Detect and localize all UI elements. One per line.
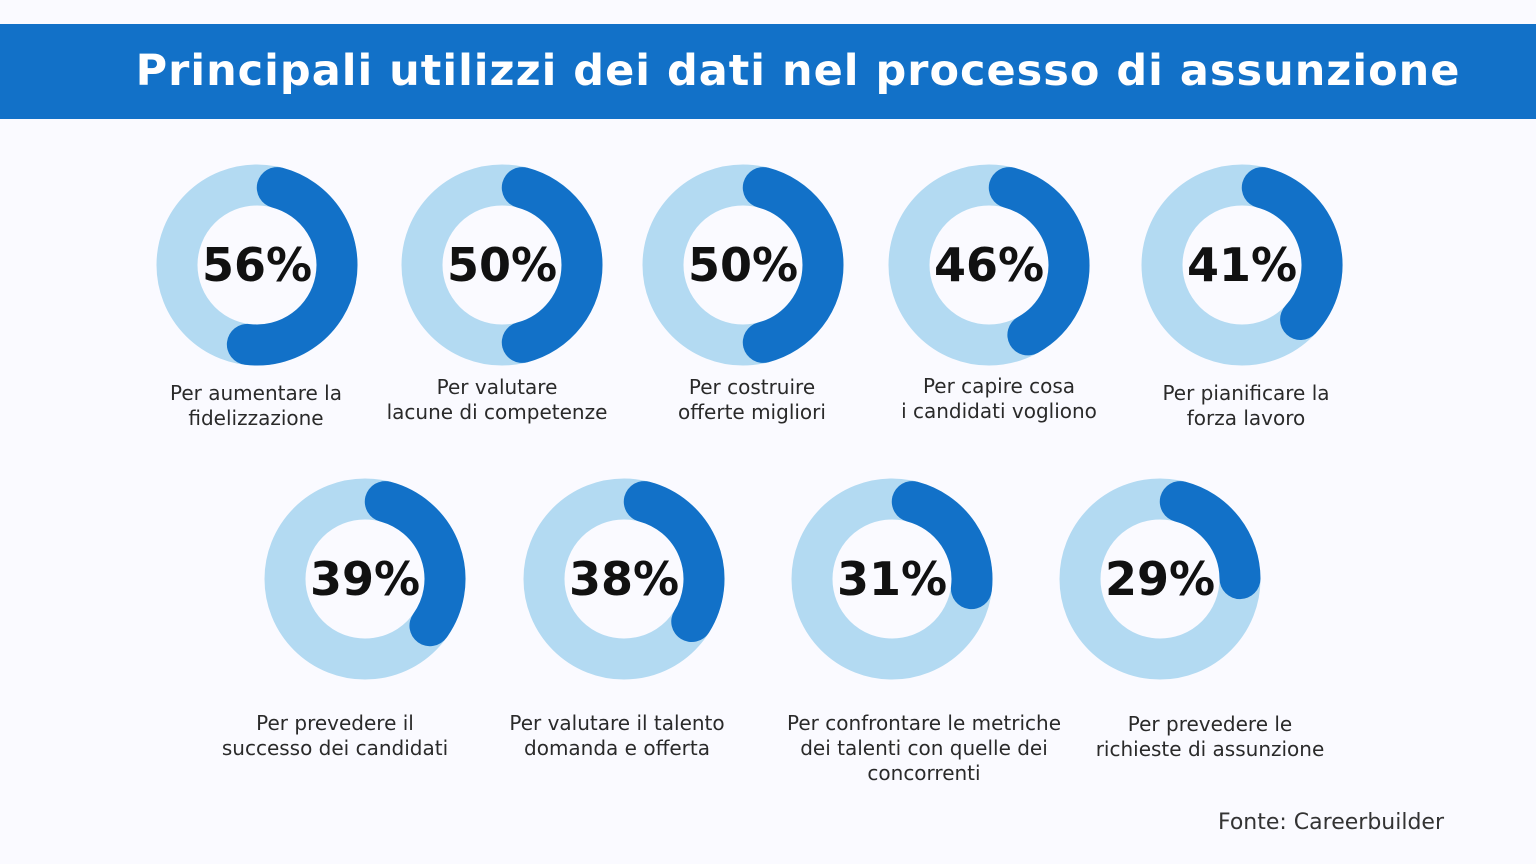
donut-value-arc: [891, 481, 993, 610]
donut: 50%: [401, 164, 603, 366]
donut: 38%: [523, 478, 725, 680]
category-label: Per valutare il talento domanda e offert…: [509, 711, 725, 760]
value-label: 29%: [1105, 552, 1215, 606]
category-label: Per costruire offerte migliori: [678, 375, 826, 424]
donut: 31%: [791, 478, 993, 680]
value-label: 39%: [310, 552, 420, 606]
category-label: Per confrontare le metriche dei talenti …: [786, 711, 1062, 785]
donut: 29%: [1059, 478, 1261, 680]
category-label: Per prevedere le richieste di assunzione: [1095, 712, 1325, 761]
donut-value-arc: [364, 481, 466, 647]
category-label: Per valutare lacune di competenze: [386, 375, 608, 424]
value-label: 56%: [202, 238, 312, 292]
value-label: 31%: [837, 552, 947, 606]
value-label: 50%: [447, 238, 557, 292]
donut: 46%: [888, 164, 1090, 366]
donut-value-arc: [623, 481, 725, 643]
category-label: Per aumentare la fidelizzazione: [170, 381, 342, 430]
category-label: Per pianificare la forza lavoro: [1162, 381, 1330, 430]
donut: 56%: [156, 164, 358, 366]
donut: 39%: [264, 478, 466, 680]
donut-value-arc: [226, 167, 358, 366]
donut-value-arc: [501, 167, 603, 363]
donut-value-arc: [1159, 481, 1261, 600]
source-note: Fonte: Careerbuilder: [1217, 810, 1444, 835]
value-label: 46%: [934, 238, 1044, 292]
category-label: Per capire cosa i candidati vogliono: [901, 374, 1097, 423]
value-label: 38%: [569, 552, 679, 606]
page-title: Principali utilizzi dei dati nel process…: [135, 46, 1461, 96]
donut-value-arc: [742, 167, 844, 363]
title-banner: Principali utilizzi dei dati nel process…: [0, 24, 1536, 119]
donut-value-arc: [988, 167, 1090, 356]
donut: 50%: [642, 164, 844, 366]
donut: 41%: [1141, 164, 1343, 366]
value-label: 41%: [1187, 238, 1297, 292]
value-label: 50%: [688, 238, 798, 292]
donut-value-arc: [1241, 167, 1343, 340]
category-label: Per prevedere il successo dei candidati: [221, 711, 449, 760]
